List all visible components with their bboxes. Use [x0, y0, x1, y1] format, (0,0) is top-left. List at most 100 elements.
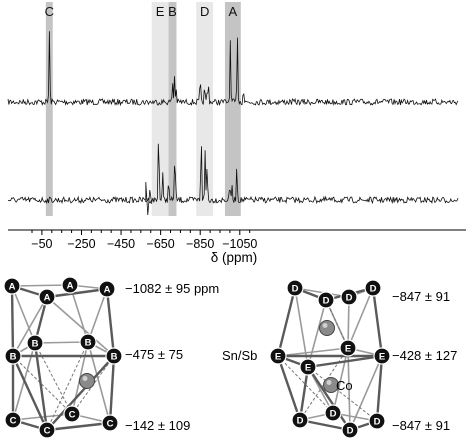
bond-dashed — [325, 299, 349, 349]
atom-label-e: E — [305, 363, 311, 374]
left-cluster-bonds — [10, 284, 116, 432]
atom-d — [368, 412, 386, 430]
atom-b — [105, 347, 123, 365]
atom-c — [101, 414, 119, 432]
bond — [11, 355, 49, 431]
atom-label-b: B — [10, 352, 17, 363]
bond — [11, 285, 36, 344]
co-atom-highlight — [322, 323, 328, 328]
atom-e — [373, 347, 391, 365]
atom-label-d: D — [374, 417, 381, 428]
atom-label-e: E — [345, 344, 351, 355]
bond-dashed — [12, 355, 73, 415]
atom-b — [79, 333, 97, 351]
bond — [87, 288, 108, 343]
shift-label-c: −142 ± 109 — [125, 418, 190, 433]
atom-label-a: A — [104, 285, 111, 296]
atom-c — [38, 421, 56, 439]
atom-label-a: A — [9, 282, 16, 293]
site-label-sn-sb: Sn/Sb — [222, 348, 257, 363]
bond — [12, 296, 48, 357]
atom-label-d: D — [292, 284, 299, 295]
atom-label-d: D — [297, 416, 304, 427]
atom-label-b: B — [85, 338, 92, 349]
atom-e — [299, 358, 317, 376]
bond — [347, 287, 374, 349]
atom-label-a: A — [67, 281, 74, 292]
left-cluster-diagram: A A A A B B B B C C C C −1082 ± 95 ppm −475 ± 75 −1… — [3, 276, 219, 439]
bond — [10, 285, 15, 357]
bond — [46, 355, 115, 431]
atom-label-c: C — [107, 419, 114, 430]
band-b — [168, 2, 177, 216]
band-label-c: C — [45, 4, 54, 19]
bond — [277, 347, 349, 357]
bond-dashed — [299, 347, 349, 421]
band-e — [151, 2, 169, 216]
x-tick-label: −1050 — [222, 237, 257, 251]
atom-d — [364, 279, 382, 297]
bond — [349, 355, 383, 431]
co-atom-highlight — [82, 376, 88, 381]
x-tick-label: −450 — [107, 237, 135, 251]
atom-label-a: A — [44, 293, 51, 304]
atom-b — [26, 334, 44, 352]
atom-a — [61, 276, 79, 294]
bond — [298, 366, 310, 421]
atom-d — [286, 279, 304, 297]
atom-label-d: D — [323, 296, 330, 307]
bond — [46, 296, 115, 357]
atom-label-e: E — [379, 352, 385, 363]
atom-b — [4, 347, 22, 365]
left-cluster-atoms: A A A A B B B B C C C C — [3, 276, 123, 439]
spectrum-trace — [7, 143, 459, 205]
atom-e — [339, 339, 357, 357]
center-label-co: Co — [336, 378, 353, 393]
atom-c — [4, 411, 22, 429]
bond — [375, 355, 384, 422]
band-a — [224, 2, 241, 216]
bond — [46, 421, 111, 432]
bond — [332, 347, 349, 414]
atom-a — [98, 280, 116, 298]
shift-label-d-bottom: −847 ± 91 — [392, 418, 450, 433]
atom-label-c: C — [10, 416, 17, 427]
bond — [307, 354, 383, 369]
band-label-a: A — [229, 4, 238, 19]
bond — [11, 284, 71, 287]
atom-d — [324, 404, 342, 422]
atom-d — [340, 288, 358, 306]
x-tick-label: −850 — [186, 237, 214, 251]
band-label-e: E — [156, 4, 165, 19]
band-c — [45, 2, 53, 216]
bond — [307, 366, 351, 431]
x-tick-label: −650 — [147, 237, 175, 251]
atom-label-b: B — [111, 352, 118, 363]
shift-label-b: −475 ± 75 — [125, 347, 183, 362]
atom-a — [38, 288, 56, 306]
bond — [34, 341, 89, 344]
bond — [276, 355, 302, 421]
atom-c — [63, 405, 81, 423]
atom-label-d: D — [330, 409, 337, 420]
shift-label-e: −428 ± 127 — [392, 348, 457, 363]
x-tick-label: −250 — [67, 237, 95, 251]
atom-label-d: D — [370, 284, 377, 295]
co-atom — [79, 373, 95, 389]
atom-d — [317, 291, 335, 309]
spectrum-trace — [7, 31, 459, 107]
shift-label-a: −1082 ± 95 ppm — [125, 281, 219, 296]
band-label-d: D — [200, 4, 209, 19]
bond — [33, 342, 49, 431]
bond — [371, 287, 384, 357]
bond — [108, 355, 116, 424]
x-axis-title: δ (ppm) — [211, 250, 258, 265]
atom-d — [341, 421, 359, 439]
atom-label-d: D — [346, 293, 353, 304]
atom-label-c: C — [69, 410, 76, 421]
